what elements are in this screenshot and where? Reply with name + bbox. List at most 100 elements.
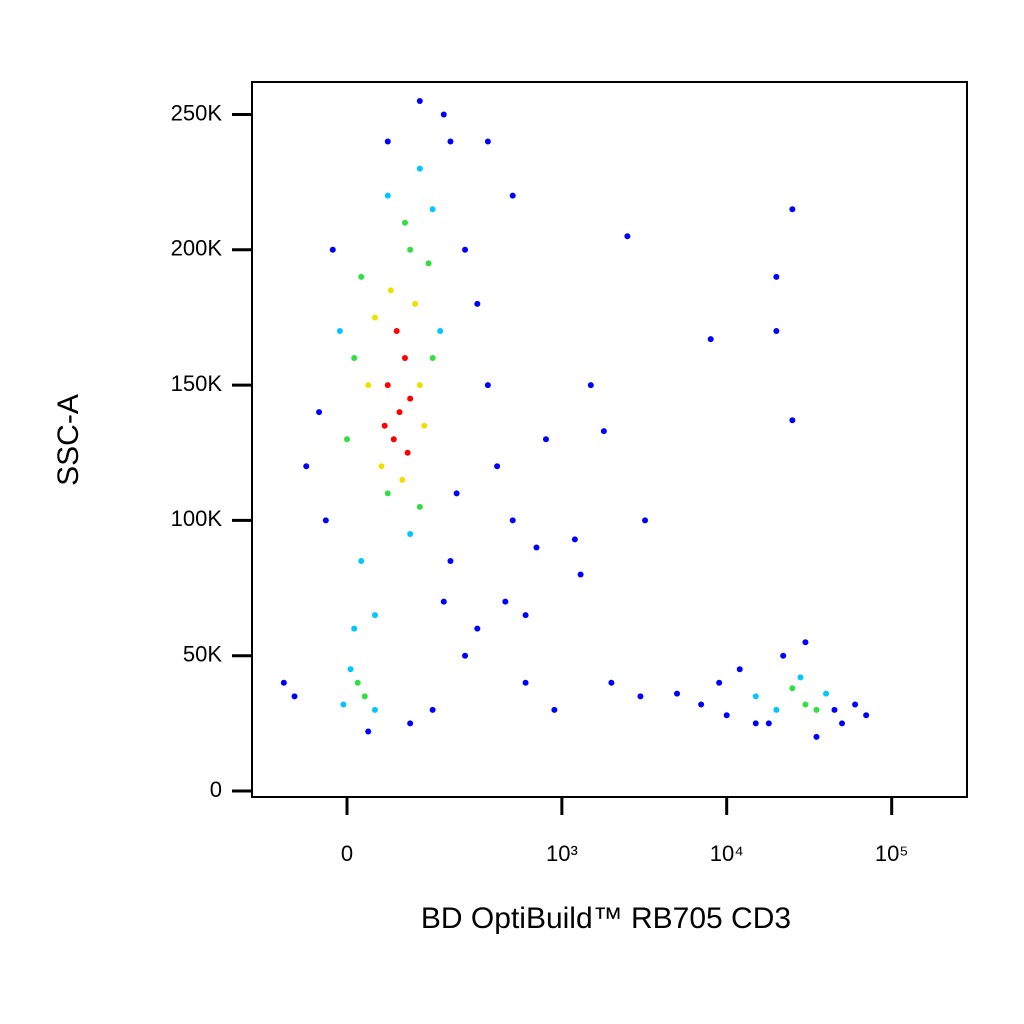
data-point: [637, 693, 644, 700]
data-point: [387, 287, 394, 294]
data-point: [416, 503, 423, 510]
data-point: [365, 382, 372, 389]
y-tick-label: 0: [210, 777, 222, 802]
x-axis-label: BD OptiBuild™ RB705 CD3: [421, 902, 791, 935]
data-point: [407, 395, 414, 402]
data-point: [421, 422, 428, 429]
data-point: [642, 517, 649, 524]
y-tick-label: 50K: [183, 642, 222, 667]
data-point: [384, 138, 391, 145]
data-point: [384, 192, 391, 199]
data-point: [551, 706, 558, 713]
data-point: [416, 382, 423, 389]
data-point: [416, 165, 423, 172]
data-point: [447, 138, 454, 145]
data-point: [780, 652, 787, 659]
data-point: [813, 706, 820, 713]
data-point: [502, 598, 509, 605]
data-point: [407, 530, 414, 537]
data-point: [716, 679, 723, 686]
data-point: [571, 536, 578, 543]
data-point: [316, 409, 323, 416]
data-point: [522, 612, 529, 619]
data-point: [407, 720, 414, 727]
x-tick-label: 0: [341, 841, 353, 866]
data-point: [351, 355, 358, 362]
data-point: [674, 690, 681, 697]
data-point: [624, 233, 631, 240]
data-point: [347, 666, 354, 673]
data-point: [371, 612, 378, 619]
data-point: [429, 355, 436, 362]
data-point: [390, 436, 397, 443]
data-point: [752, 720, 759, 727]
data-point: [440, 598, 447, 605]
data-point: [587, 382, 594, 389]
data-point: [358, 558, 365, 565]
data-point: [802, 701, 809, 708]
data-point: [371, 706, 378, 713]
data-point: [509, 517, 516, 524]
y-tick-label: 100K: [171, 506, 223, 531]
data-point: [425, 260, 432, 267]
data-point: [340, 701, 347, 708]
data-point: [412, 300, 419, 307]
data-point: [823, 690, 830, 697]
data-point: [852, 701, 859, 708]
data-point: [765, 720, 772, 727]
data-point: [393, 327, 400, 334]
data-point: [365, 728, 372, 735]
data-point: [361, 693, 368, 700]
data-point: [453, 490, 460, 497]
data-point: [509, 192, 516, 199]
data-point: [280, 679, 287, 686]
data-point: [354, 679, 361, 686]
data-point: [303, 463, 310, 470]
data-point: [429, 706, 436, 713]
data-point: [522, 679, 529, 686]
data-point: [401, 355, 408, 362]
data-point: [752, 693, 759, 700]
data-point: [474, 625, 481, 632]
data-point: [344, 436, 351, 443]
data-point: [831, 706, 838, 713]
data-point: [839, 720, 846, 727]
data-point: [773, 273, 780, 280]
data-point: [863, 712, 870, 719]
data-point: [329, 246, 336, 253]
data-point: [773, 706, 780, 713]
data-point: [736, 666, 743, 673]
data-point: [484, 138, 491, 145]
data-point: [407, 246, 414, 253]
data-point: [358, 273, 365, 280]
data-point: [484, 382, 491, 389]
data-point: [542, 436, 549, 443]
y-axis-label: SSC-A: [52, 394, 85, 486]
data-point: [802, 639, 809, 646]
data-point: [600, 428, 607, 435]
x-tick-label: 10³: [546, 841, 578, 866]
data-point: [371, 314, 378, 321]
x-tick-label: 10⁵: [875, 841, 909, 866]
data-point: [291, 693, 298, 700]
data-point: [462, 246, 469, 253]
data-point: [474, 300, 481, 307]
data-point: [416, 97, 423, 104]
data-point: [773, 327, 780, 334]
plot-frame: [251, 81, 968, 798]
data-point: [351, 625, 358, 632]
data-point: [401, 219, 408, 226]
data-point: [789, 417, 796, 424]
data-point: [322, 517, 329, 524]
data-point: [404, 449, 411, 456]
data-point: [429, 206, 436, 213]
data-point: [494, 463, 501, 470]
data-point: [437, 327, 444, 334]
data-point: [381, 422, 388, 429]
x-tick-label: 10⁴: [710, 841, 744, 866]
data-point: [813, 733, 820, 740]
data-point: [384, 382, 391, 389]
data-point: [577, 571, 584, 578]
data-point: [533, 544, 540, 551]
